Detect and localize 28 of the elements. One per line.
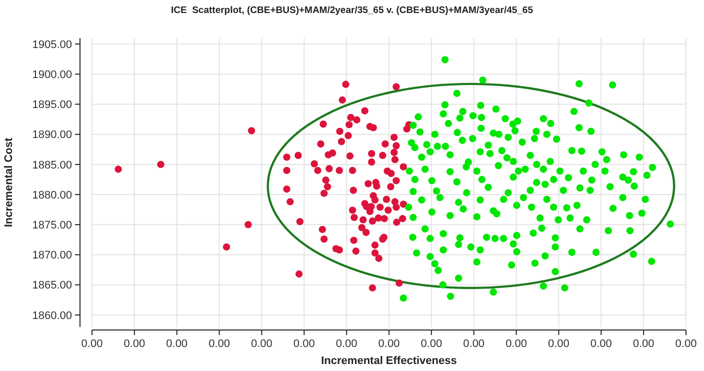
x-tick-label: 0.00 [632,338,654,350]
x-tick-label: 0.00 [506,338,527,350]
y-tick-label: 1905.00 [32,38,72,51]
y-tick-label: 1890.00 [32,129,72,142]
y-tick-label: 1885.00 [32,159,72,172]
y-tick-label: 1900.00 [32,68,72,81]
x-tick-label: 0.00 [378,338,400,350]
x-tick-label: 0.00 [590,338,612,350]
x-tick-label: 0.00 [336,338,358,350]
chart-title: ICE Scatterplot, (CBE+BUS)+MAM/2year/35_65 v. (CBE+BUS)+MAM/3year/45_65 [170,5,534,16]
x-tick-label: 0.00 [420,338,442,350]
y-tick-label: 1875.00 [32,219,72,232]
x-tick-label: 0.00 [166,338,188,350]
y-tick-label: 1865.00 [32,280,72,292]
x-tick-label: 0.00 [208,338,230,350]
y-axis-title: Incremental Cost [3,138,15,228]
y-tick-label: 1880.00 [32,189,72,202]
x-tick-label: 0.00 [548,338,570,350]
y-tick-label: 1895.00 [32,99,72,112]
y-tick-label: 1870.00 [32,250,72,262]
x-tick-label: 0.00 [81,338,103,350]
x-axis-title: Incremental Effectiveness [321,355,457,367]
x-tick-label: 0.00 [293,338,315,350]
x-tick-label: 0.00 [463,338,485,350]
x-tick-label: 0.00 [124,338,146,350]
x-tick-label: 0.00 [251,338,272,350]
x-tick-label: 0.00 [675,338,697,350]
y-tick-label: 1860.00 [32,310,72,322]
